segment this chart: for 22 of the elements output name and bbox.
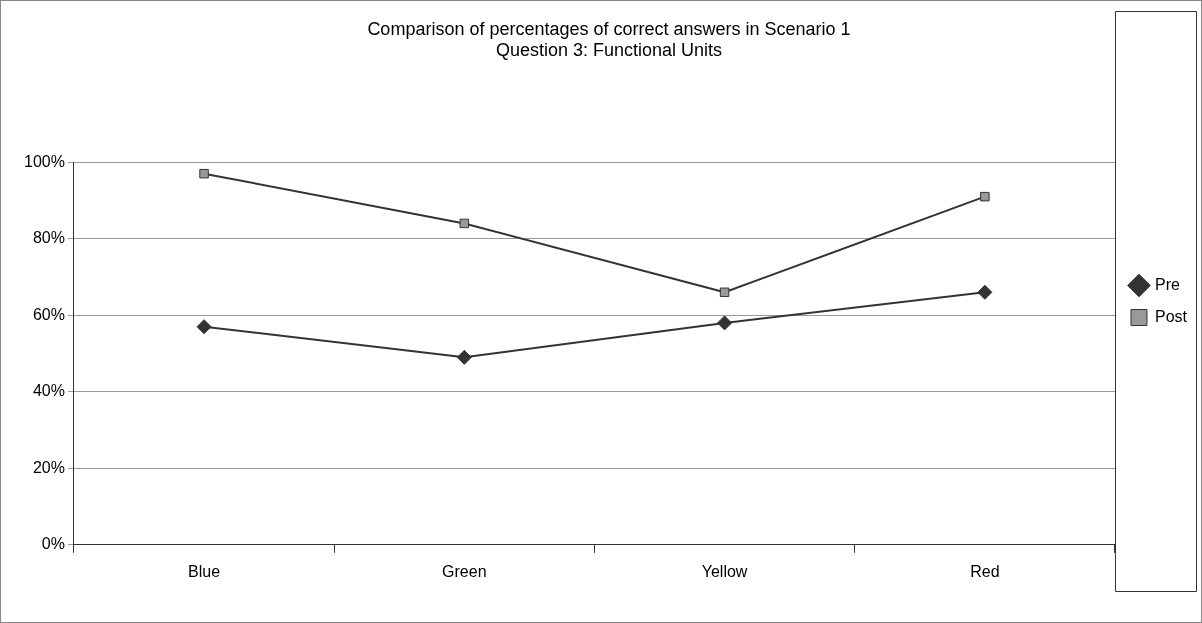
x-tick-label: Yellow: [701, 562, 748, 580]
legend-label: Post: [1154, 307, 1188, 325]
x-tick-label: Red: [970, 562, 1000, 580]
y-tick-label: 80%: [32, 229, 65, 247]
point: [459, 218, 470, 229]
y-tick-label: 40%: [32, 382, 65, 400]
point: [196, 319, 212, 335]
point: [199, 168, 209, 179]
point: [456, 349, 472, 365]
chart-subtitle: Question 3: Functional Units: [495, 40, 723, 61]
y-tick-label: 60%: [32, 305, 65, 323]
chart-title: Comparison of percentages of correct answers in Scenario 1: [367, 18, 851, 39]
point: [977, 284, 993, 300]
point: [980, 191, 990, 202]
legend-label: Pre: [1154, 275, 1180, 293]
x-tick-label: Blue: [188, 562, 221, 580]
y-tick-label: 100%: [24, 152, 65, 170]
point: [717, 315, 733, 331]
y-tick-label: 20%: [32, 458, 65, 476]
y-tick-label: 0%: [41, 535, 65, 553]
x-tick-label: Green: [442, 562, 487, 580]
point: [719, 287, 730, 298]
